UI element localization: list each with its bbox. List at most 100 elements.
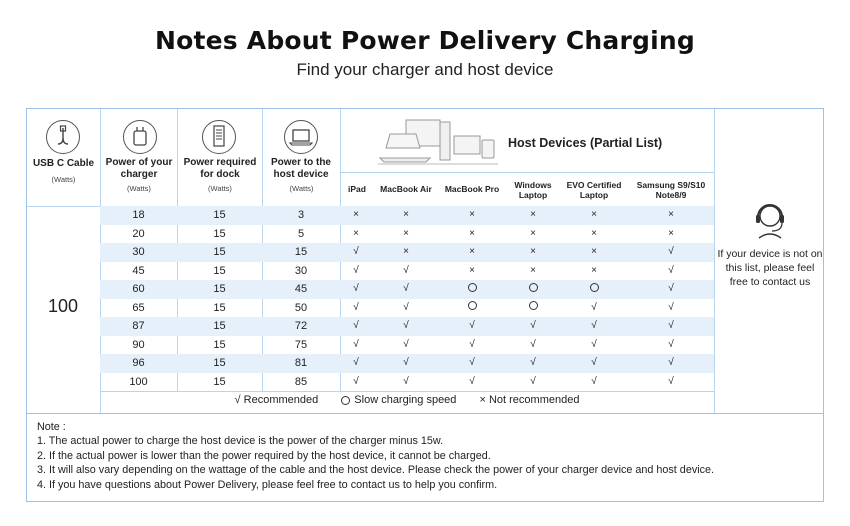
host-cell: 85 <box>294 375 308 388</box>
header-host: Power to the host device <box>270 157 331 180</box>
charger-cell: 87 <box>132 320 145 332</box>
recommended-mark: √ <box>403 357 409 368</box>
recommended-mark: √ <box>353 375 359 387</box>
row-band: 100 15 85 √ √ √ √ √ √ <box>100 373 714 392</box>
charger-icon <box>123 120 157 154</box>
slow-mark <box>504 280 562 299</box>
recommended-mark: √ <box>353 246 359 257</box>
host-cell: 45 <box>294 283 308 295</box>
not-recommended-mark: × <box>469 227 475 239</box>
device-ipad: iPad <box>348 184 366 194</box>
device-macbook-air: MacBook Air <box>380 184 432 194</box>
recommended-mark: √ <box>403 301 409 313</box>
dock-cell: 15 <box>213 338 226 351</box>
dock-cell: 15 <box>213 246 226 258</box>
host-cell: 72 <box>294 320 308 332</box>
legend-slow: Slow charging speed <box>341 394 456 406</box>
header-dock: Power required for dock <box>183 157 257 180</box>
recommended-mark: √ <box>469 320 475 331</box>
host-cell: 30 <box>294 264 308 277</box>
cable-watts: 100 <box>47 296 79 316</box>
dock-cell: 15 <box>213 357 226 369</box>
not-recommended-mark: × <box>591 227 597 239</box>
not-recommended-mark: × <box>668 209 674 220</box>
row-band: 20 15 5 × × × × × × <box>100 225 714 244</box>
charger-cell: 100 <box>129 375 148 388</box>
recommended-mark: √ <box>668 246 674 257</box>
recommended-mark: √ <box>591 357 597 368</box>
recommended-mark: √ <box>530 357 536 368</box>
dock-cell: 15 <box>213 320 226 332</box>
slow-mark <box>440 299 504 318</box>
divider <box>340 172 714 173</box>
circle-icon <box>528 301 538 311</box>
host-devices-illustration <box>378 119 498 165</box>
recommended-mark: √ <box>403 320 409 331</box>
recommended-mark: √ <box>668 375 674 387</box>
recommended-mark: √ <box>403 264 409 276</box>
recommended-mark: √ <box>530 338 536 350</box>
not-recommended-mark: × <box>530 246 536 257</box>
recommended-mark: √ <box>591 301 597 313</box>
recommended-mark: √ <box>353 283 359 294</box>
recommended-mark: √ <box>668 338 674 350</box>
not-recommended-mark: × <box>668 227 674 239</box>
header-host-unit: (Watts) <box>289 184 314 193</box>
row-band: 87 15 72 √ √ √ √ √ √ <box>100 317 714 336</box>
recommended-mark: √ <box>403 338 409 350</box>
dock-cell: 15 <box>213 209 226 221</box>
laptop-icon <box>284 120 318 154</box>
row-band: 60 15 45 √ √ √ <box>100 280 714 299</box>
recommended-mark: √ <box>530 375 536 387</box>
recommended-mark: √ <box>668 320 674 331</box>
row-band: 90 15 75 √ √ √ √ √ √ <box>100 336 714 355</box>
charger-cell: 65 <box>132 301 145 314</box>
divider <box>100 391 714 392</box>
circle-icon <box>528 282 538 292</box>
device-evo-laptop: EVO Certified Laptop <box>566 180 622 200</box>
compatibility-table <box>26 108 824 414</box>
notes-label: Note : <box>37 421 66 433</box>
charger-cell: 90 <box>132 338 145 351</box>
page-subtitle: Find your charger and host device <box>296 60 554 79</box>
note-item: 1. The actual power to charge the host d… <box>37 435 444 448</box>
slow-mark <box>440 280 504 299</box>
charger-cell: 96 <box>132 357 145 369</box>
dock-cell: 15 <box>213 301 226 314</box>
slow-mark <box>504 299 562 318</box>
device-samsung: Samsung S9/S10 Note8/9 <box>636 180 706 200</box>
not-recommended-mark: × <box>403 209 409 220</box>
recommended-mark: √ <box>591 375 597 387</box>
row-band: 18 15 3 × × × × × × <box>100 206 714 225</box>
legend-not: × Not recommended <box>479 394 580 406</box>
recommended-mark: √ <box>591 338 597 350</box>
charger-cell: 60 <box>132 283 145 295</box>
recommended-mark: √ <box>591 320 597 331</box>
not-recommended-mark: × <box>403 227 409 239</box>
charger-cell: 45 <box>132 264 145 277</box>
not-recommended-mark: × <box>353 209 359 220</box>
host-devices-title: Host Devices (Partial List) <box>508 136 663 150</box>
recommended-mark: √ <box>353 264 359 276</box>
headset-icon <box>756 204 784 239</box>
header-cable: USB C Cable <box>32 158 95 169</box>
not-recommended-mark: × <box>353 227 359 239</box>
circle-icon <box>341 395 351 405</box>
row-band: 65 15 50 √ √ √ √ <box>100 299 714 318</box>
legend: √ Recommended Slow charging speed × Not … <box>100 394 714 406</box>
not-recommended-mark: × <box>403 246 409 257</box>
circle-icon <box>467 301 477 311</box>
not-recommended-mark: × <box>530 209 536 220</box>
recommended-mark: √ <box>403 283 409 294</box>
host-cell: 5 <box>297 227 305 240</box>
charger-cell: 20 <box>132 227 145 240</box>
charger-cell: 18 <box>132 209 145 221</box>
host-cell: 81 <box>294 357 308 369</box>
recommended-mark: √ <box>668 357 674 368</box>
recommended-mark: √ <box>469 375 475 387</box>
recommended-mark: √ <box>668 283 674 294</box>
row-band: 96 15 81 √ √ √ √ √ √ <box>100 354 714 373</box>
circle-icon <box>589 282 599 292</box>
not-recommended-mark: × <box>469 264 475 276</box>
device-windows-laptop: Windows Laptop <box>514 180 552 200</box>
